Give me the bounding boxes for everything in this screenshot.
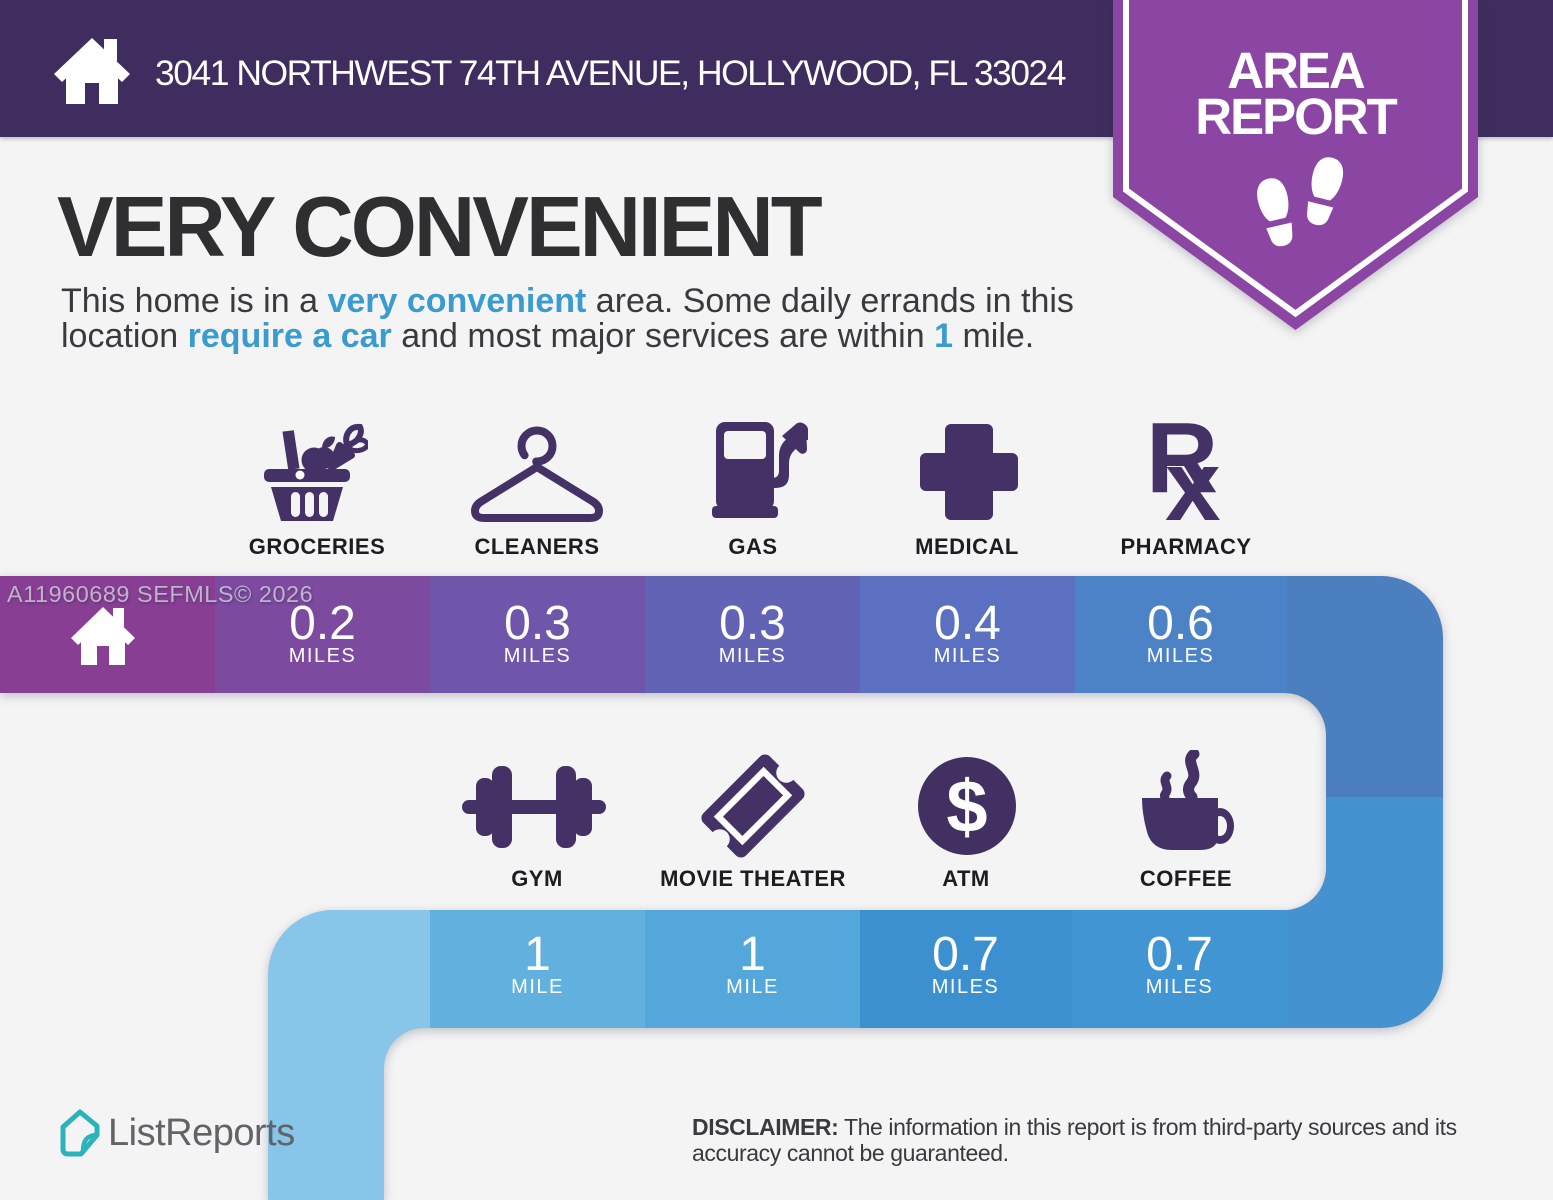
svg-text:$: $ bbox=[946, 765, 987, 848]
svg-text:R: R bbox=[1146, 420, 1218, 514]
svg-text:x: x bbox=[1165, 430, 1221, 530]
